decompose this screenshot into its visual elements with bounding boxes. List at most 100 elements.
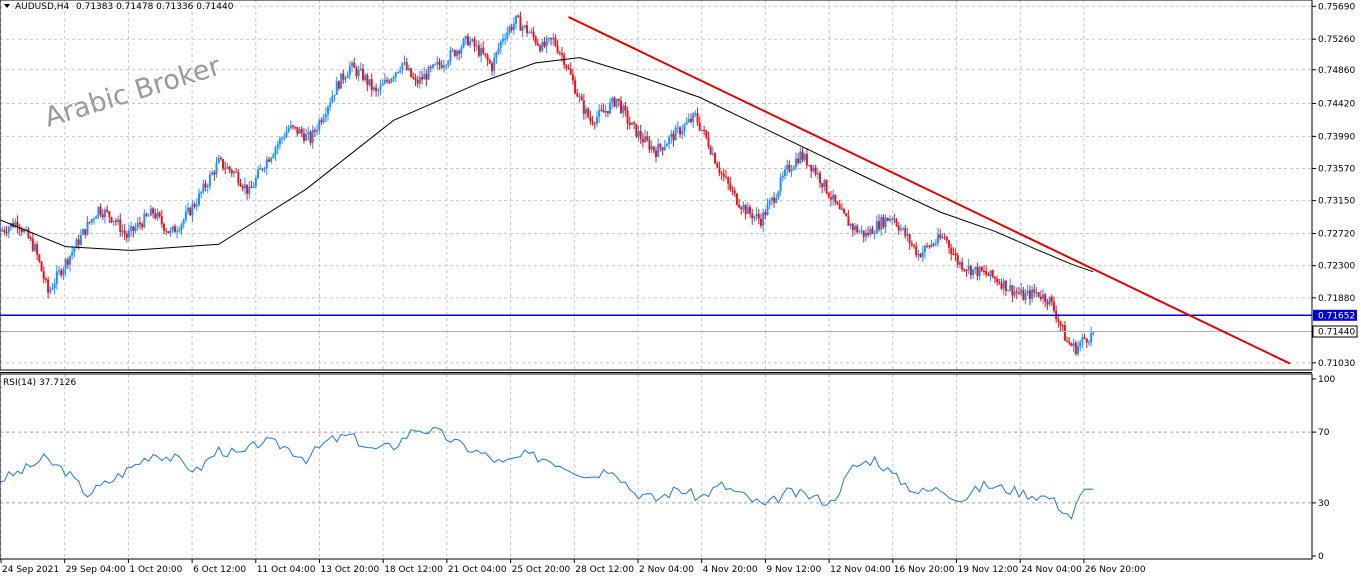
rsi-tick-label: 70 xyxy=(1318,428,1330,438)
candle-body xyxy=(211,172,214,175)
candle-body xyxy=(742,205,745,210)
candle-body xyxy=(475,45,478,47)
candle-body xyxy=(25,229,28,231)
candle-body xyxy=(228,166,231,171)
candle-body xyxy=(799,151,802,164)
candle-body xyxy=(375,87,378,92)
candle-body xyxy=(64,259,67,270)
candle-body xyxy=(329,102,332,107)
candle-body xyxy=(501,38,504,42)
candle-body xyxy=(810,164,813,172)
candle-body xyxy=(777,191,780,199)
candle-body xyxy=(263,168,266,170)
candle-body xyxy=(364,75,367,80)
candle-body xyxy=(95,216,98,219)
candle-body xyxy=(333,94,336,97)
candle-body xyxy=(523,25,526,27)
trendline[interactable] xyxy=(568,16,1291,365)
candle-body xyxy=(923,245,926,252)
candle-body xyxy=(16,221,19,227)
candle-body xyxy=(976,266,979,277)
candle-body xyxy=(355,67,358,76)
x-tick-label: 6 Oct 12:00 xyxy=(193,565,246,575)
candle-body xyxy=(919,253,922,257)
candle-body xyxy=(552,37,555,40)
candle-body xyxy=(396,71,399,73)
candle-body xyxy=(521,26,524,31)
candle-body xyxy=(132,226,135,231)
candle-body xyxy=(298,129,301,134)
candle-body xyxy=(156,212,159,219)
candle-body xyxy=(709,147,712,155)
candle-body xyxy=(370,79,373,90)
candle-body xyxy=(587,108,590,117)
candle-body xyxy=(773,197,776,203)
chevron-down-icon[interactable] xyxy=(4,4,10,8)
candle-body xyxy=(368,79,371,85)
candle-body xyxy=(449,50,452,62)
candle-body xyxy=(1004,280,1007,291)
candle-body xyxy=(993,277,996,279)
candle-body xyxy=(696,113,699,123)
candle-body xyxy=(991,270,994,278)
candle-body xyxy=(512,23,515,30)
rsi-tick-label: 30 xyxy=(1318,499,1330,509)
candle-body xyxy=(14,221,17,228)
candle-body xyxy=(320,120,323,123)
candle-body xyxy=(1074,342,1077,355)
candle-body xyxy=(49,289,52,293)
candle-body xyxy=(668,137,671,144)
candle-body xyxy=(79,234,82,245)
candle-body xyxy=(639,131,642,139)
x-tick-label: 29 Sep 04:00 xyxy=(66,565,126,575)
candle-body xyxy=(193,204,196,207)
candle-body xyxy=(958,261,961,265)
candle-body xyxy=(764,212,767,216)
candle-body xyxy=(576,93,579,97)
candle-body xyxy=(770,197,773,201)
candle-body xyxy=(431,64,434,68)
candle-body xyxy=(899,228,902,231)
x-tick-label: 28 Oct 12:00 xyxy=(575,565,634,575)
candle-body xyxy=(943,236,946,238)
candle-body xyxy=(569,68,572,75)
candle-body xyxy=(934,243,937,245)
candle-body xyxy=(532,31,535,37)
candle-body xyxy=(908,234,911,244)
candle-body xyxy=(237,171,240,184)
candle-body xyxy=(1011,285,1014,296)
candle-body xyxy=(884,217,887,228)
candle-body xyxy=(1061,325,1064,327)
candle-body xyxy=(567,67,570,69)
candle-body xyxy=(423,73,426,80)
candle-body xyxy=(182,219,185,224)
x-tick-label: 11 Oct 04:00 xyxy=(257,565,316,575)
candle-body xyxy=(539,45,542,51)
y-tick-label: 0.71030 xyxy=(1318,359,1355,369)
candle-body xyxy=(324,114,327,118)
candle-body xyxy=(73,248,76,253)
candle-body xyxy=(1002,280,1005,289)
candle-body xyxy=(71,252,74,256)
candle-body xyxy=(466,36,469,46)
candle-body xyxy=(136,222,139,228)
candle-body xyxy=(630,122,633,126)
candle-body xyxy=(851,223,854,231)
candle-body xyxy=(429,66,432,68)
candle-body xyxy=(357,69,360,76)
candle-body xyxy=(832,194,835,200)
candle-body xyxy=(346,74,349,78)
candle-body xyxy=(578,96,581,98)
candle-body xyxy=(259,168,262,170)
candle-body xyxy=(261,168,264,170)
candle-body xyxy=(604,110,607,113)
candle-body xyxy=(60,270,63,276)
candle-body xyxy=(296,127,299,134)
candle-body xyxy=(184,211,187,220)
candle-body xyxy=(197,193,200,205)
candle-body xyxy=(469,41,472,46)
candle-body xyxy=(1009,285,1012,291)
candle-body xyxy=(272,155,275,158)
candle-body xyxy=(167,231,170,233)
